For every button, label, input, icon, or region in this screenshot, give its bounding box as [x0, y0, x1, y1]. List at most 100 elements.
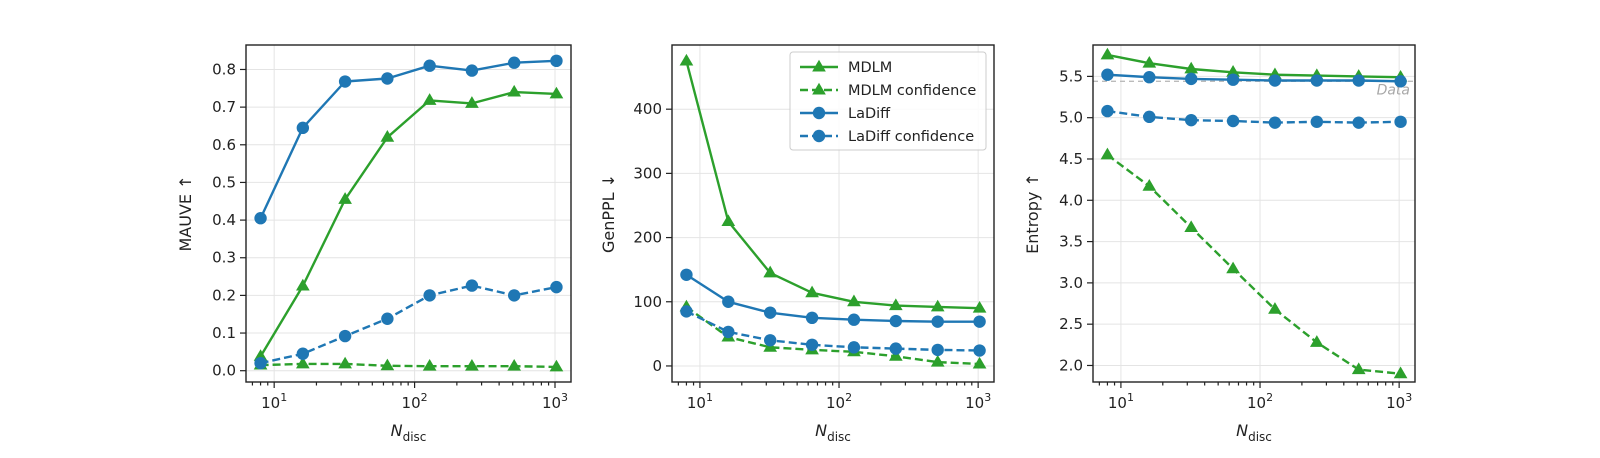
data-point — [465, 96, 479, 108]
legend-entry: MDLM — [848, 60, 892, 76]
data-point — [847, 313, 861, 326]
data-point — [931, 343, 944, 357]
data-point — [1352, 74, 1365, 87]
data-point — [507, 84, 522, 97]
x-tick-label: 102 — [402, 391, 428, 412]
y-tick-label: 4.5 — [1059, 150, 1083, 168]
data-point — [888, 349, 903, 361]
data-point — [1184, 61, 1199, 74]
series-line-3 — [685, 310, 980, 352]
data-point — [381, 72, 394, 85]
series-line-1 — [685, 305, 980, 366]
data-point — [1310, 74, 1324, 87]
legend-entry: MDLM confidence — [848, 83, 976, 99]
data-point — [722, 295, 735, 308]
data-point — [254, 212, 267, 225]
y-tick-label: 300 — [633, 164, 662, 182]
legend: MDLM MDLM confidence LaDiff LaDiff confiden… — [789, 51, 987, 151]
x-axis-label: Ndisc — [815, 421, 851, 444]
data-point — [1268, 74, 1282, 87]
data-point — [763, 334, 777, 347]
legend-entry: LaDiff — [848, 106, 891, 122]
y-tick-label: 0 — [652, 357, 662, 375]
y-tick-label: 400 — [633, 100, 662, 118]
data-point — [1184, 113, 1198, 127]
data-point — [381, 312, 394, 325]
data-point — [507, 56, 521, 69]
series-line-2 — [1107, 73, 1401, 83]
data-point — [805, 338, 819, 351]
data-point — [295, 278, 310, 291]
data-point — [763, 265, 778, 278]
y-tick-label: 0.0 — [212, 362, 236, 380]
series-line-3 — [1107, 109, 1401, 124]
y-tick-label: 0.2 — [212, 286, 236, 304]
data-point — [338, 75, 352, 88]
data-point — [847, 341, 861, 354]
data-point — [338, 329, 352, 343]
x-tick-label: 103 — [542, 391, 568, 412]
y-tick-label: 200 — [633, 229, 662, 247]
series-line-1 — [1106, 153, 1401, 375]
data-point — [1101, 104, 1114, 118]
data-point — [973, 344, 986, 357]
y-tick-label: 0.3 — [212, 249, 236, 267]
data-point — [296, 347, 310, 360]
y-tick-label: 0.7 — [212, 98, 236, 116]
data-point — [680, 268, 693, 282]
data-point — [465, 358, 479, 371]
plot-frame — [1092, 44, 1416, 383]
legend-swatch-marker — [812, 129, 826, 143]
data-point — [888, 298, 903, 311]
data-point — [1268, 302, 1282, 314]
data-point — [1309, 335, 1324, 347]
series-line-0 — [1107, 53, 1401, 79]
y-tick-label: 0.8 — [212, 60, 236, 78]
x-tick-label: 101 — [687, 391, 713, 412]
data-point — [1142, 179, 1157, 191]
x-tick-label: 103 — [1386, 391, 1412, 412]
y-tick-label: 4.0 — [1059, 191, 1083, 209]
data-point — [296, 121, 310, 135]
data-point — [550, 280, 563, 294]
data-point — [380, 358, 395, 371]
data-point — [549, 86, 564, 99]
legend-swatch-marker — [812, 106, 826, 120]
data-point — [721, 214, 736, 226]
data-point — [1394, 115, 1407, 129]
y-tick-label: 0.4 — [212, 211, 236, 229]
data-point — [550, 54, 563, 68]
data-point — [1268, 116, 1282, 129]
series-line-2 — [685, 273, 980, 323]
data-point — [889, 314, 903, 328]
plot-frame — [245, 44, 572, 383]
y-axis-label: MAUVE ↑ — [176, 175, 195, 251]
data-point — [930, 299, 945, 312]
x-tick-label: 103 — [965, 391, 991, 412]
data-point — [1100, 47, 1115, 60]
data-point — [1184, 72, 1198, 86]
data-point — [679, 53, 694, 66]
data-point — [1184, 220, 1199, 233]
y-tick-label: 2.5 — [1059, 315, 1083, 333]
data-point — [1142, 55, 1157, 68]
data-point — [763, 306, 777, 319]
data-point — [805, 311, 819, 325]
data-point — [253, 349, 268, 361]
data-point — [380, 130, 395, 142]
y-tick-label: 3.5 — [1059, 233, 1083, 251]
legend-swatch-marker — [812, 59, 826, 72]
data-point — [465, 64, 479, 77]
x-tick-label: 102 — [1247, 391, 1273, 412]
data-point — [1310, 115, 1324, 129]
data-point — [1226, 114, 1240, 128]
x-tick-label: 101 — [261, 391, 287, 412]
x-tick-label: 102 — [826, 391, 852, 412]
x-tick-label: 101 — [1108, 391, 1134, 412]
data-point — [1101, 68, 1114, 81]
y-tick-label: 0.5 — [212, 173, 236, 191]
y-tick-label: 5.0 — [1059, 109, 1083, 127]
series-line-0 — [259, 90, 557, 358]
data-point — [1352, 116, 1365, 129]
series-line-1 — [260, 362, 557, 369]
